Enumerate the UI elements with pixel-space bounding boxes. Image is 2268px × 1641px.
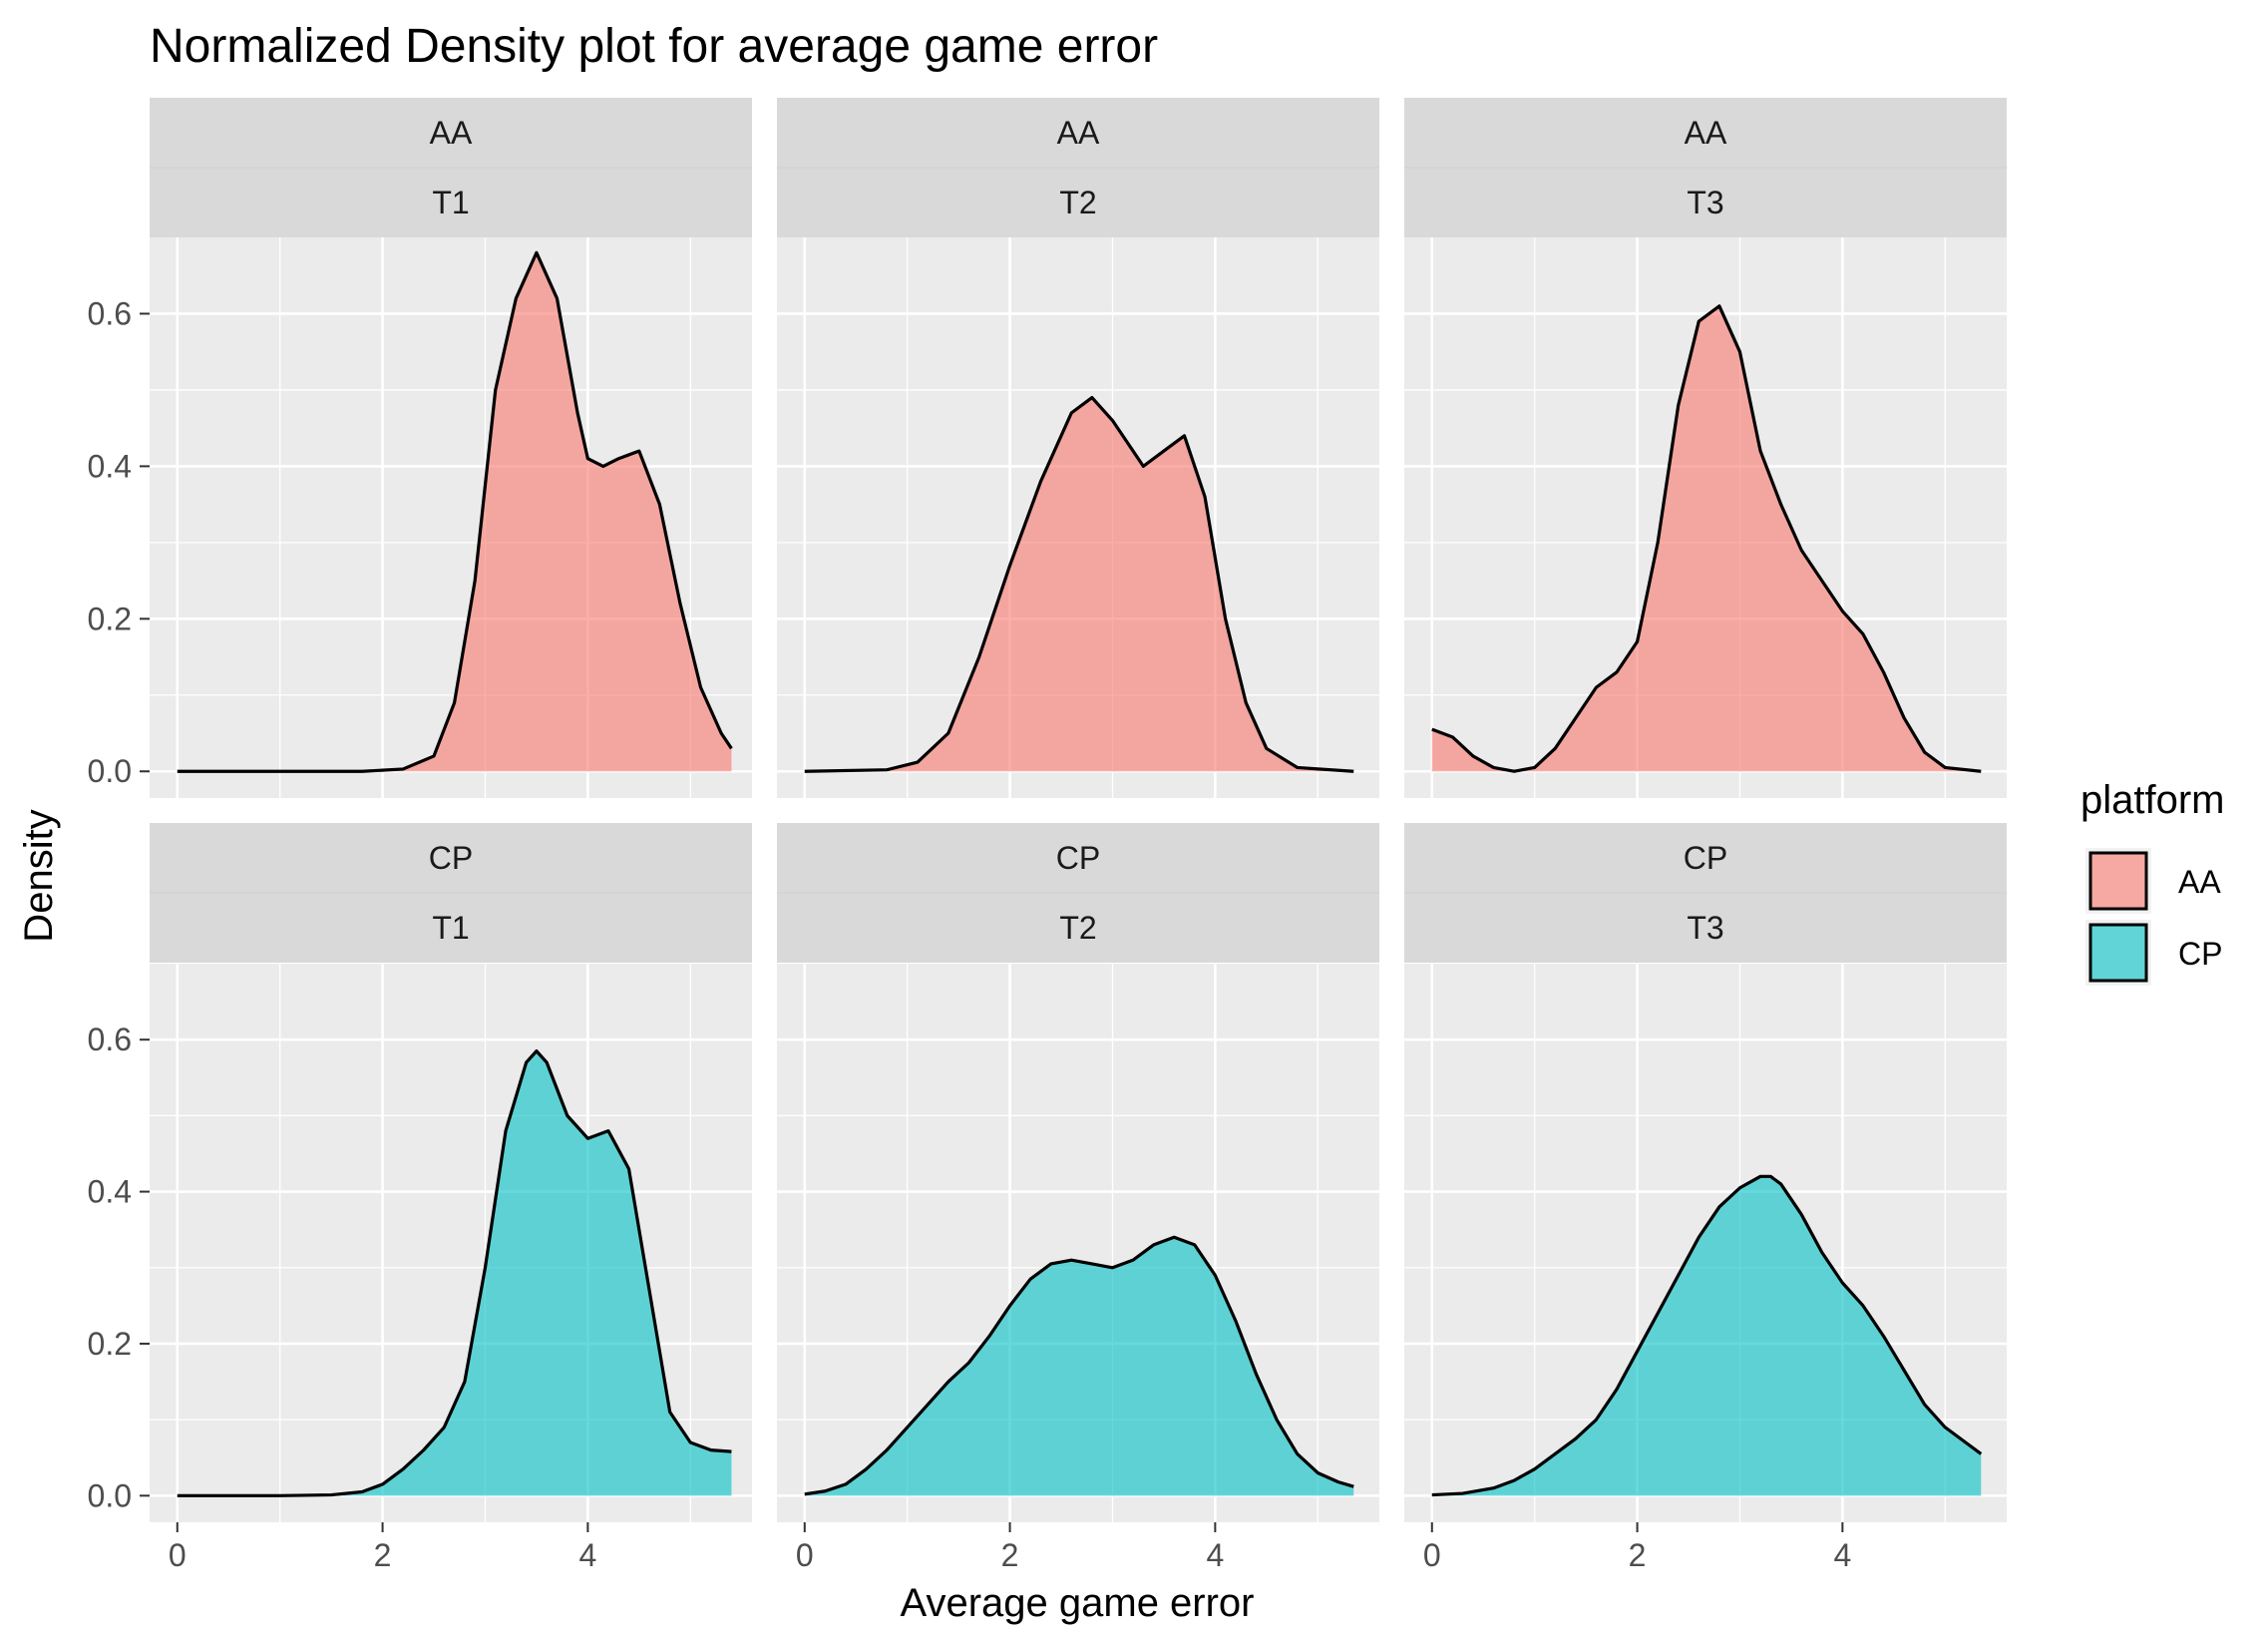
y-tick-label: 0.6 bbox=[88, 1022, 132, 1057]
x-tick-label: 0 bbox=[169, 1537, 187, 1573]
facet-strip-col-label: T2 bbox=[1059, 185, 1096, 220]
x-tick-label: 2 bbox=[1001, 1537, 1019, 1573]
facet-strip-col-label: T2 bbox=[1059, 910, 1096, 946]
x-tick-label: 2 bbox=[374, 1537, 392, 1573]
x-tick-label: 0 bbox=[1423, 1537, 1441, 1573]
facet-panel-cp-t1: CP T1 0.0 0.2 0.4 0.6 0 2 4 bbox=[88, 823, 752, 1573]
density-line bbox=[804, 395, 1354, 773]
facet-panel-cp-t2: CP T2 0 2 4 bbox=[777, 823, 1379, 1573]
facet-panels: AA T1 0.0 0.2 0.4 0.6 AA T2 AA T3 CP T1 0.0 0.2 0.4 0.6… bbox=[88, 98, 2007, 1573]
legend-key-cp bbox=[2088, 923, 2148, 983]
chart-title: Normalized Density plot for average game… bbox=[150, 20, 1158, 73]
facet-strip-row-label: CP bbox=[1056, 840, 1100, 876]
density-area bbox=[804, 1237, 1354, 1496]
y-tick-label: 0.6 bbox=[88, 295, 132, 331]
density-area bbox=[1431, 1176, 1982, 1496]
facet-strip-row-label: AA bbox=[1057, 115, 1100, 151]
density-line bbox=[177, 1049, 732, 1497]
x-tick-label: 4 bbox=[578, 1537, 596, 1573]
legend-label-cp: CP bbox=[2178, 936, 2222, 972]
y-tick-label: 0.2 bbox=[88, 1326, 132, 1362]
density-line bbox=[804, 1235, 1354, 1496]
legend-key-aa bbox=[2088, 851, 2148, 911]
facet-strip-col-label: T3 bbox=[1687, 910, 1723, 946]
x-axis-title: Average game error bbox=[901, 1581, 1255, 1625]
y-axis-title: Density bbox=[17, 809, 61, 942]
density-line bbox=[1431, 1174, 1983, 1497]
facet-panel-aa-t2: AA T2 bbox=[777, 98, 1379, 798]
facet-strip-row-label: AA bbox=[1685, 115, 1727, 151]
facet-strip-row-label: AA bbox=[430, 115, 473, 151]
x-tick-label: 2 bbox=[1629, 1537, 1647, 1573]
facet-panel-cp-t3: CP T3 0 2 4 bbox=[1404, 823, 2007, 1573]
facet-strip-col-label: T1 bbox=[432, 910, 469, 946]
facet-strip-col-label: T3 bbox=[1687, 185, 1723, 220]
density-area bbox=[177, 1050, 732, 1496]
legend: platform AA CP bbox=[2080, 778, 2225, 986]
legend-label-aa: AA bbox=[2178, 864, 2221, 900]
x-tick-label: 4 bbox=[1206, 1537, 1224, 1573]
density-area bbox=[177, 252, 732, 772]
density-line bbox=[177, 250, 733, 773]
y-tick-label: 0.2 bbox=[88, 601, 132, 636]
facet-strip-col-label: T1 bbox=[432, 185, 469, 220]
facet-strip-row-label: CP bbox=[429, 840, 473, 876]
density-line bbox=[1431, 304, 1982, 773]
y-tick-label: 0.4 bbox=[88, 1174, 132, 1210]
y-tick-label: 0.0 bbox=[88, 1477, 132, 1513]
facet-strip-row-label: CP bbox=[1684, 840, 1727, 876]
density-area bbox=[1431, 305, 1982, 772]
y-tick-label: 0.0 bbox=[88, 753, 132, 789]
density-area bbox=[804, 397, 1354, 772]
x-tick-label: 0 bbox=[796, 1537, 814, 1573]
y-tick-label: 0.4 bbox=[88, 448, 132, 484]
facet-panel-aa-t3: AA T3 bbox=[1404, 98, 2007, 798]
x-tick-label: 4 bbox=[1833, 1537, 1851, 1573]
legend-title: platform bbox=[2080, 778, 2225, 822]
facet-panel-aa-t1: AA T1 0.0 0.2 0.4 0.6 bbox=[88, 98, 752, 798]
